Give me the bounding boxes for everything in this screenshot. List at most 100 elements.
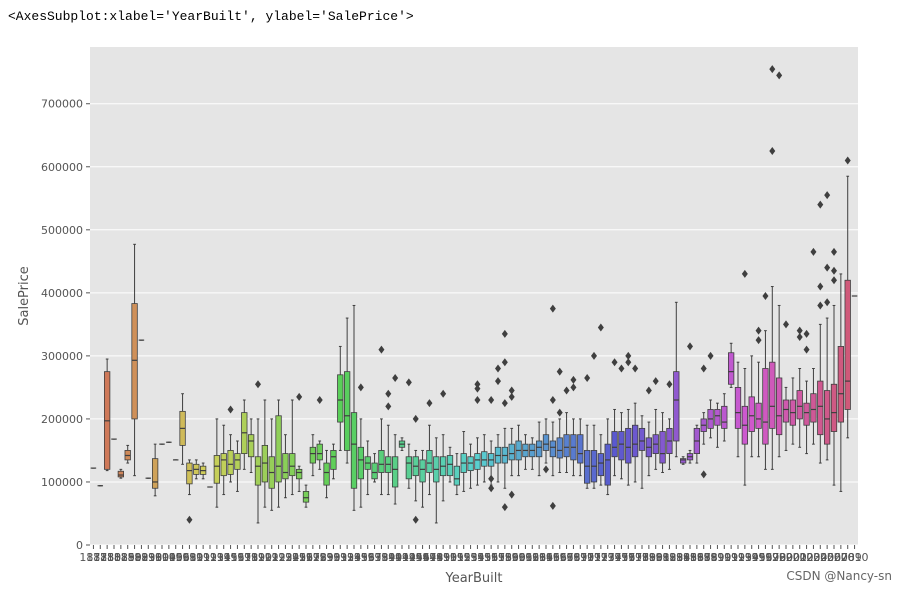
x-tick-label: 1981: [642, 551, 670, 564]
box: [391, 456, 399, 488]
flier: [645, 386, 652, 395]
box: [549, 440, 556, 458]
box: [426, 450, 433, 473]
x-tick-label: 1995: [738, 551, 766, 564]
y-axis-label: SalePrice: [17, 266, 32, 326]
x-tick-label: 1893: [127, 551, 155, 564]
x-tick-label: 1904: [148, 551, 176, 564]
box: [371, 462, 378, 480]
box: [481, 451, 488, 467]
flier: [556, 408, 563, 417]
y-tick-label: 0: [76, 539, 83, 552]
box: [453, 465, 461, 486]
flier: [762, 292, 769, 300]
box: [282, 453, 289, 480]
x-tick-label: 1996: [745, 551, 773, 564]
flier: [817, 200, 824, 209]
flier: [625, 351, 632, 360]
x-tick-label: 1961: [505, 551, 533, 564]
x-tick-label: 1931: [319, 551, 347, 564]
box: [618, 431, 625, 461]
y-tick-label: 600000: [41, 161, 83, 174]
flier: [501, 329, 508, 338]
flier: [495, 364, 501, 373]
x-tick-label: 1940: [374, 551, 402, 564]
x-tick-label: 1985: [669, 551, 697, 564]
flier: [803, 329, 810, 338]
box: [563, 434, 570, 458]
box: [728, 352, 735, 385]
x-tick-label: 1919: [237, 551, 265, 564]
box: [776, 377, 783, 436]
flier: [844, 156, 851, 165]
x-tick-label: 1880: [93, 551, 121, 564]
x-tick-label: 1928: [299, 551, 327, 564]
flier: [316, 396, 323, 405]
flier: [817, 282, 824, 291]
flier: [783, 320, 789, 329]
x-tick-label: 1938: [361, 551, 389, 564]
flier: [501, 503, 508, 512]
x-tick-label: 1980: [635, 551, 663, 564]
box: [810, 393, 817, 423]
box: [474, 453, 481, 470]
flier: [707, 351, 714, 360]
flier: [378, 345, 385, 354]
flier: [385, 389, 392, 398]
box: [542, 434, 550, 451]
flier: [796, 332, 803, 341]
flier: [385, 402, 392, 411]
flier: [632, 364, 639, 373]
x-tick-label: 1955: [463, 551, 491, 564]
x-tick-label: 1978: [621, 551, 649, 564]
x-tick-label: 1966: [539, 551, 567, 564]
flier: [831, 247, 837, 256]
box: [131, 303, 138, 420]
flier: [570, 375, 577, 384]
box: [117, 470, 125, 478]
box: [824, 390, 831, 445]
x-tick-label: 1926: [285, 551, 313, 564]
flier: [796, 326, 803, 335]
x-tick-label: 1908: [169, 551, 197, 564]
x-tick-label: 1950: [429, 551, 457, 564]
x-axis-label: YearBuilt: [444, 571, 502, 586]
x-tick-label: 1992: [717, 551, 745, 564]
x-tick-label: 1958: [484, 551, 512, 564]
flier: [755, 336, 762, 345]
x-tick-label: 2004: [799, 551, 827, 564]
y-tick-label: 700000: [41, 98, 83, 111]
flier: [488, 396, 495, 405]
x-tick-label: 1941: [381, 551, 409, 564]
x-tick-label: 1935: [340, 551, 368, 564]
x-tick-label: 1967: [546, 551, 574, 564]
x-tick-label: 1972: [580, 551, 608, 564]
flier: [810, 247, 817, 256]
box: [234, 453, 241, 470]
x-tick-label: 1906: [162, 551, 190, 564]
flier: [755, 326, 762, 335]
y-tick-label: 400000: [41, 287, 83, 300]
flier: [412, 414, 419, 423]
box: [261, 444, 269, 483]
box: [227, 450, 234, 475]
x-tick-label: 1898: [134, 551, 162, 564]
flier: [392, 373, 399, 382]
flier: [549, 501, 556, 510]
flier: [495, 377, 501, 386]
flier: [769, 65, 776, 74]
x-tick-label: 1925: [278, 551, 306, 564]
x-tick-label: 1979: [628, 551, 656, 564]
x-tick-label: 1994: [731, 551, 759, 564]
x-tick-label: 1997: [751, 551, 779, 564]
flier: [474, 396, 481, 405]
x-tick-label: 1970: [566, 551, 594, 564]
flier: [186, 515, 193, 524]
flier: [591, 351, 597, 360]
x-tick-label: 1920: [244, 551, 272, 564]
x-tick-label: 1912: [189, 551, 217, 564]
x-tick-label: 1990: [703, 551, 731, 564]
x-tick-label: 1927: [292, 551, 320, 564]
box: [625, 427, 632, 464]
